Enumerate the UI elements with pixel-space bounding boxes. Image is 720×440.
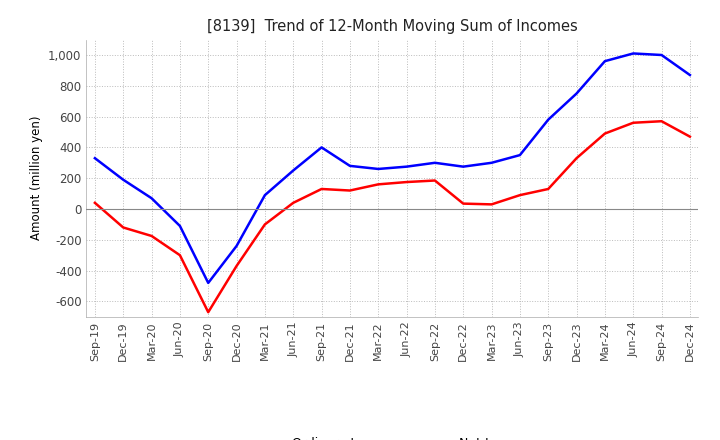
Net Income	[119, 225, 127, 230]
Net Income	[346, 188, 354, 193]
Net Income	[657, 118, 666, 124]
Net Income	[629, 120, 637, 125]
Ordinary Income	[600, 59, 609, 64]
Net Income	[233, 263, 241, 268]
Ordinary Income	[289, 168, 297, 173]
Ordinary Income	[318, 145, 326, 150]
Ordinary Income	[91, 155, 99, 161]
Net Income	[544, 186, 552, 191]
Ordinary Income	[119, 177, 127, 182]
Line: Ordinary Income: Ordinary Income	[95, 53, 690, 283]
Net Income	[289, 200, 297, 205]
Net Income	[516, 192, 524, 198]
Ordinary Income	[657, 52, 666, 58]
Net Income	[487, 202, 496, 207]
Ordinary Income	[176, 223, 184, 228]
Ordinary Income	[402, 164, 411, 169]
Ordinary Income	[629, 51, 637, 56]
Ordinary Income	[346, 163, 354, 169]
Ordinary Income	[487, 160, 496, 165]
Y-axis label: Amount (million yen): Amount (million yen)	[30, 116, 42, 240]
Net Income	[148, 233, 156, 238]
Net Income	[374, 182, 382, 187]
Ordinary Income	[431, 160, 439, 165]
Net Income	[600, 131, 609, 136]
Ordinary Income	[685, 72, 694, 77]
Ordinary Income	[459, 164, 467, 169]
Ordinary Income	[233, 243, 241, 249]
Net Income	[176, 253, 184, 258]
Ordinary Income	[572, 91, 581, 96]
Line: Net Income: Net Income	[95, 121, 690, 312]
Legend: Ordinary Income, Net Income: Ordinary Income, Net Income	[249, 432, 536, 440]
Ordinary Income	[544, 117, 552, 122]
Ordinary Income	[261, 192, 269, 198]
Net Income	[402, 180, 411, 185]
Net Income	[431, 178, 439, 183]
Net Income	[261, 222, 269, 227]
Ordinary Income	[516, 152, 524, 158]
Ordinary Income	[148, 195, 156, 201]
Ordinary Income	[374, 166, 382, 172]
Net Income	[204, 309, 212, 315]
Ordinary Income	[204, 280, 212, 286]
Net Income	[318, 186, 326, 191]
Title: [8139]  Trend of 12-Month Moving Sum of Incomes: [8139] Trend of 12-Month Moving Sum of I…	[207, 19, 577, 34]
Net Income	[572, 155, 581, 161]
Net Income	[91, 200, 99, 205]
Net Income	[459, 201, 467, 206]
Net Income	[685, 134, 694, 139]
